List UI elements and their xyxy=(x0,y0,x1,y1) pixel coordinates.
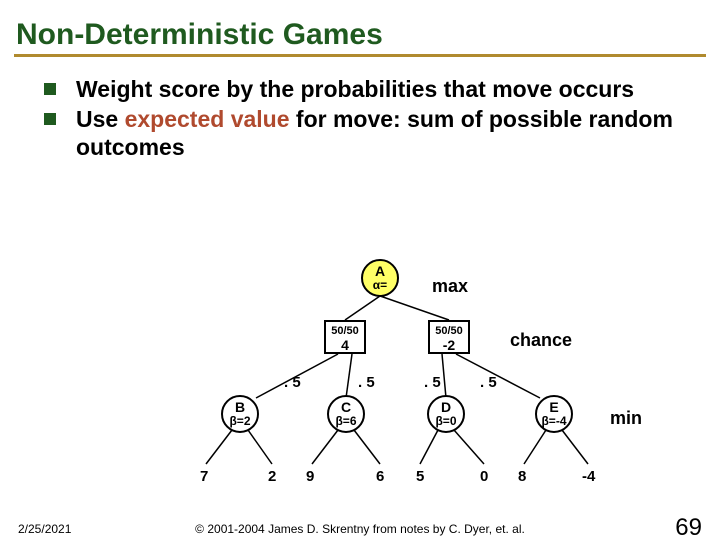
bullet-item: Weight score by the probabilities that m… xyxy=(44,75,680,103)
bullet-list: Weight score by the probabilities that m… xyxy=(44,75,680,161)
probability-label: . 5 xyxy=(424,374,441,391)
leaf-value: 5 xyxy=(416,468,424,485)
leaf-value: 6 xyxy=(376,468,384,485)
footer-page-number: 69 xyxy=(675,514,702,542)
leaf-value: 8 xyxy=(518,468,526,485)
leaf-value: 2 xyxy=(268,468,276,485)
chance-node: 50/50-2 xyxy=(428,320,470,354)
bullet-icon xyxy=(44,113,56,125)
tree-node: Dβ=0 xyxy=(427,395,465,433)
leaf-value: 9 xyxy=(306,468,314,485)
bullet-text: Weight score by the probabilities that m… xyxy=(76,75,634,103)
leaf-value: 0 xyxy=(480,468,488,485)
probability-label: . 5 xyxy=(284,374,301,391)
level-label: max xyxy=(432,276,468,297)
bullet-text: Use expected value for move: sum of poss… xyxy=(76,105,680,161)
leaf-value: 7 xyxy=(200,468,208,485)
bullet-item: Use expected value for move: sum of poss… xyxy=(44,105,680,161)
tree-node: Bβ=2 xyxy=(221,395,259,433)
tree-node: Cβ=6 xyxy=(327,395,365,433)
bullet-icon xyxy=(44,83,56,95)
title-underline: Non-Deterministic Games xyxy=(14,10,706,57)
tree-node: Aα= xyxy=(361,259,399,297)
slide-title: Non-Deterministic Games xyxy=(16,18,706,52)
level-label: chance xyxy=(510,330,572,351)
level-label: min xyxy=(610,408,642,429)
probability-label: . 5 xyxy=(480,374,497,391)
tree-node: Eβ=-4 xyxy=(535,395,573,433)
game-tree-diagram: Aα= Bβ=2 Cβ=6 Dβ=0 Eβ=-4 50/504 50/50-2 . 5 . 5.… xyxy=(0,258,720,508)
footer-copyright: © 2001-2004 James D. Skrentny from notes… xyxy=(0,522,720,536)
leaf-value: -4 xyxy=(582,468,595,485)
probability-label: . 5 xyxy=(358,374,375,391)
chance-node: 50/504 xyxy=(324,320,366,354)
